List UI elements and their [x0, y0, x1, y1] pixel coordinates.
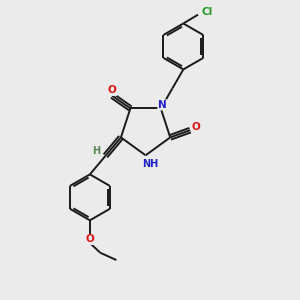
Text: H: H [92, 146, 100, 157]
Text: NH: NH [142, 158, 158, 169]
Text: N: N [158, 100, 167, 110]
Text: Cl: Cl [201, 7, 212, 17]
Text: O: O [192, 122, 200, 132]
Text: O: O [85, 235, 94, 244]
Text: O: O [108, 85, 117, 95]
